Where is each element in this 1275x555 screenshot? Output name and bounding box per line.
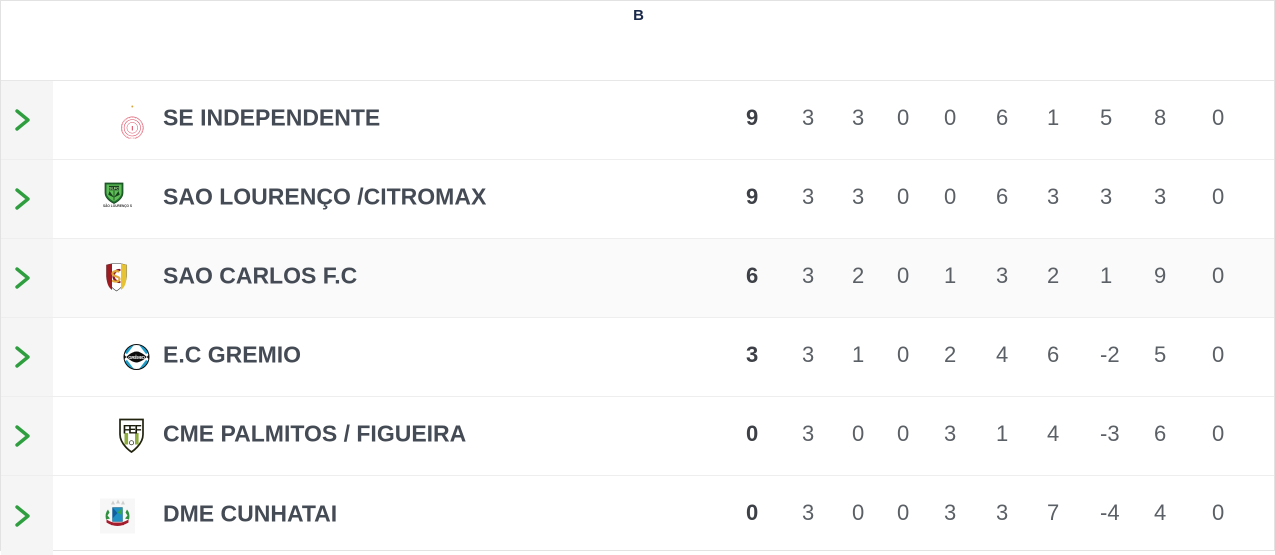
svg-text:SLFC: SLFC [109,186,119,190]
svg-text:I: I [131,126,133,133]
svg-text:GRÊMIO: GRÊMIO [128,355,145,360]
svg-text:FEF: FEF [123,424,142,436]
